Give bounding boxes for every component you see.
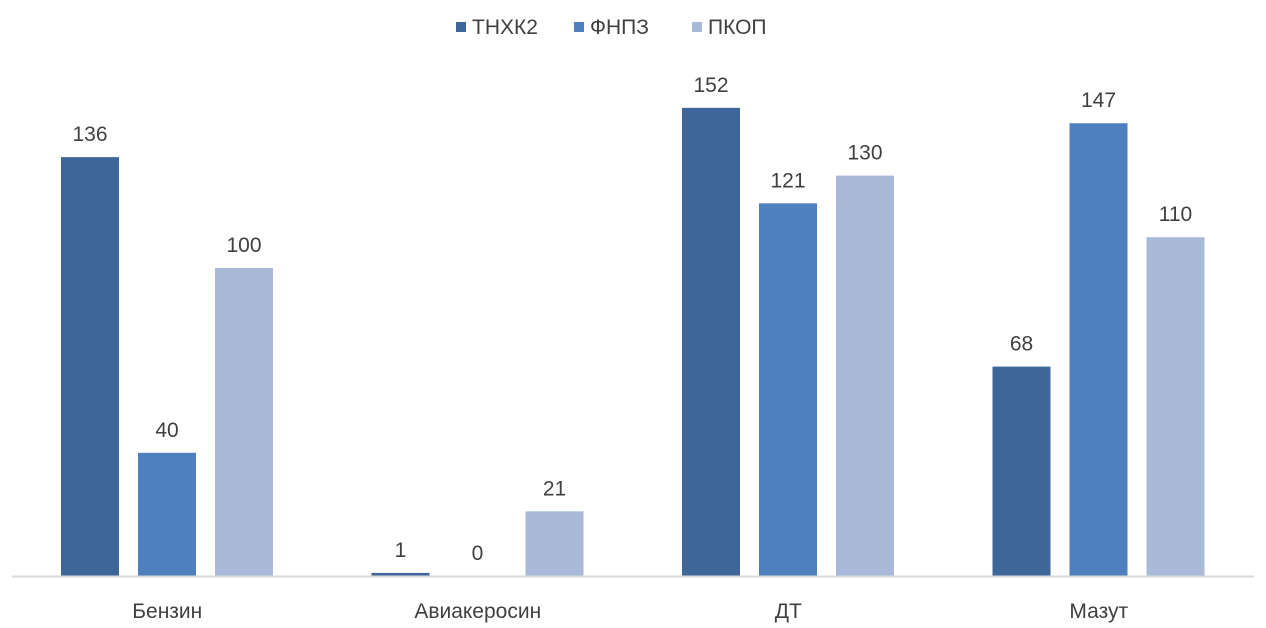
x-tick-label-2: ДТ (775, 600, 802, 623)
bar-0-0 (61, 157, 119, 576)
x-tick-labels-group: Бензин Авиакеросин ДТ Мазут (132, 600, 1128, 623)
x-tick-label-3: Мазут (1069, 600, 1128, 623)
bar-2-1 (759, 203, 817, 576)
x-tick-label-0: Бензин (132, 600, 202, 623)
legend: ТНХК2 ФНПЗ ПКОП (456, 16, 767, 39)
legend-label-1: ФНПЗ (590, 16, 649, 39)
bar-1-0 (371, 572, 430, 576)
data-label-3-1: 147 (1081, 89, 1116, 112)
data-label-2-2: 130 (847, 142, 882, 165)
data-label-2-1: 121 (770, 169, 805, 192)
data-label-3-2: 110 (1159, 203, 1192, 226)
data-label-1-1: 0 (472, 542, 484, 565)
bar-2-2 (836, 175, 894, 576)
bar-1-2 (525, 511, 584, 576)
data-label-3-0: 68 (1010, 333, 1033, 356)
legend-swatch-2 (692, 22, 702, 32)
data-label-1-2: 21 (543, 477, 566, 500)
data-labels-group: 136 40 100 1 0 21 152 121 130 68 147 110 (72, 74, 1192, 565)
bar-3-0 (992, 366, 1051, 576)
bars-group (61, 107, 1205, 577)
legend-swatch-0 (456, 22, 466, 32)
legend-swatch-1 (574, 22, 584, 32)
bar-0-1 (138, 452, 196, 576)
data-label-0-2: 100 (226, 234, 261, 257)
bar-3-1 (1069, 123, 1128, 577)
bar-3-2 (1146, 237, 1205, 576)
bar-2-0 (682, 107, 740, 576)
bar-0-2 (215, 268, 273, 576)
data-label-0-0: 136 (72, 123, 107, 146)
x-tick-label-1: Авиакеросин (414, 600, 541, 623)
data-label-1-0: 1 (395, 539, 407, 562)
data-label-2-0: 152 (693, 74, 728, 97)
legend-label-0: ТНХК2 (472, 16, 538, 39)
data-label-0-1: 40 (155, 419, 178, 442)
legend-label-2: ПКОП (708, 16, 767, 39)
